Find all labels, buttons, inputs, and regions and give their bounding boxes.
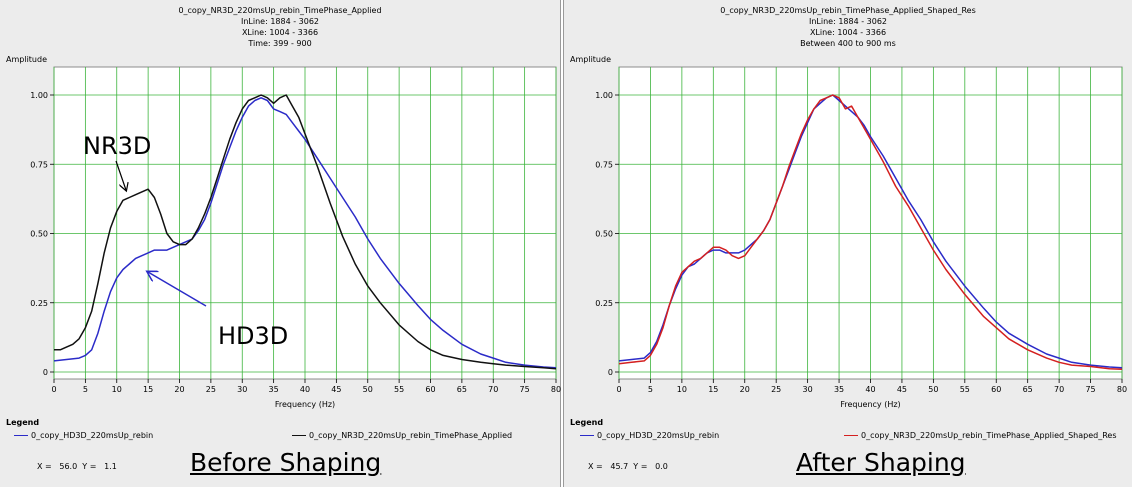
x-tick-label: 30 (237, 385, 247, 394)
y-tick-label: 0.25 (30, 299, 48, 308)
annotation-arrow-nr3d (115, 160, 126, 190)
x-tick-label: 35 (269, 385, 279, 394)
x-tick-label: 0 (51, 385, 56, 394)
x-axis-label: Frequency (Hz) (840, 400, 900, 409)
annotation-arrow-hd3d (148, 272, 207, 307)
legend-item-nr3d: 0_copy_NR3D_220msUp_rebin_TimePhase_Appl… (292, 431, 512, 440)
x-tick-label: 45 (331, 385, 341, 394)
legend-item-hd3d: 0_copy_HD3D_220msUp_rebin (580, 431, 719, 440)
x-tick-label: 80 (1117, 385, 1127, 394)
plot-title: 0_copy_NR3D_220msUp_rebin_TimePhase_Appl… (720, 6, 976, 15)
x-tick-label: 40 (300, 385, 310, 394)
series-line (53, 97, 557, 369)
readout-x-label: X = (588, 462, 603, 471)
legend-swatch-blue (580, 435, 594, 436)
y-tick-label: 1.00 (595, 91, 613, 100)
readout-y-label: Y = (82, 462, 97, 471)
x-tick-label: 25 (771, 385, 781, 394)
y-tick-label: 0.25 (595, 299, 613, 308)
readout-y-label: Y = (633, 462, 648, 471)
inline-range: InLine: 1884 - 3062 (808, 17, 888, 26)
x-tick-label: 60 (425, 385, 435, 394)
legend-title: Legend (6, 418, 40, 427)
x-tick-label: 50 (928, 385, 938, 394)
readout-y-value: 1.1 (104, 462, 117, 471)
x-tick-label: 70 (1054, 385, 1064, 394)
y-axis-label: Amplitude (6, 55, 47, 64)
x-tick-label: 30 (803, 385, 813, 394)
x-tick-label: 55 (960, 385, 970, 394)
x-tick-label: 70 (488, 385, 498, 394)
x-tick-label: 15 (708, 385, 718, 394)
x-tick-label: 5 (83, 385, 88, 394)
caption-before-shaping: Before Shaping (190, 448, 382, 477)
cursor-readout: X = 45.7 Y = 0.0 (588, 462, 668, 471)
xline-range: XLine: 1004 - 3366 (241, 28, 319, 37)
right-plot-panel: 0_copy_NR3D_220msUp_rebin_TimePhase_Appl… (563, 0, 1132, 487)
x-tick-label: 65 (1023, 385, 1033, 394)
plot-title: 0_copy_NR3D_220msUp_rebin_TimePhase_Appl… (178, 6, 382, 15)
x-tick-label: 0 (616, 385, 621, 394)
legend-label: 0_copy_HD3D_220msUp_rebin (597, 431, 720, 440)
cursor-readout: X = 56.0 Y = 1.1 (37, 462, 117, 471)
legend-label: 0_copy_HD3D_220msUp_rebin (31, 431, 154, 440)
x-tick-label: 80 (551, 385, 561, 394)
x-tick-label: 50 (363, 385, 373, 394)
x-tick-label: 75 (520, 385, 530, 394)
series-line (54, 94, 557, 370)
x-tick-label: 10 (677, 385, 687, 394)
x-axis-label: Frequency (Hz) (275, 400, 335, 409)
y-tick-label: 0.75 (595, 160, 613, 169)
y-tick-label: 1.00 (30, 91, 48, 100)
x-tick-label: 15 (143, 385, 153, 394)
x-tick-label: 5 (648, 385, 653, 394)
y-tick-label: 0.50 (30, 230, 48, 239)
legend-swatch-blue (14, 435, 28, 436)
legend-swatch-black (292, 435, 306, 436)
y-tick-label: 0 (43, 368, 48, 377)
readout-y-value: 0.0 (655, 462, 668, 471)
x-tick-label: 40 (865, 385, 875, 394)
xline-range: XLine: 1004 - 3366 (809, 28, 887, 37)
legend-label: 0_copy_NR3D_220msUp_rebin_TimePhase_Appl… (309, 431, 513, 440)
legend-title: Legend (570, 418, 604, 427)
time-range: Between 400 to 900 ms (800, 39, 896, 48)
x-tick-label: 20 (174, 385, 184, 394)
legend-swatch-red (844, 435, 858, 436)
readout-x-label: X = (37, 462, 52, 471)
x-tick-label: 20 (740, 385, 750, 394)
legend-label: 0_copy_NR3D_220msUp_rebin_TimePhase_Appl… (861, 431, 1117, 440)
y-tick-label: 0.75 (30, 160, 48, 169)
plot-header: 0_copy_NR3D_220msUp_rebin_TimePhase_Appl… (564, 5, 1132, 49)
x-tick-label: 35 (834, 385, 844, 394)
x-tick-label: 60 (991, 385, 1001, 394)
plot-header: 0_copy_NR3D_220msUp_rebin_TimePhase_Appl… (0, 5, 560, 49)
y-tick-label: 0.50 (595, 230, 613, 239)
x-tick-label: 65 (457, 385, 467, 394)
x-tick-label: 45 (897, 385, 907, 394)
spectrum-plot-before[interactable]: 0 5 10 15 20 25 30 35 40 45 50 55 60 65 70 75 80 0 0.25 0.5… (0, 0, 561, 487)
caption-after-shaping: After Shaping (796, 448, 966, 477)
inline-range: InLine: 1884 - 3062 (240, 17, 320, 26)
legend-item-hd3d: 0_copy_HD3D_220msUp_rebin (14, 431, 153, 440)
y-axis-label: Amplitude (570, 55, 611, 64)
spectrum-plot-after[interactable]: 0 5 10 15 20 25 30 35 40 45 50 55 60 65 70 75 80 0 0.25 0.5… (564, 0, 1132, 487)
x-tick-label: 25 (206, 385, 216, 394)
readout-x-value: 45.7 (610, 462, 629, 471)
x-tick-label: 55 (394, 385, 404, 394)
left-plot-panel: 0_copy_NR3D_220msUp_rebin_TimePhase_Appl… (0, 0, 561, 487)
x-tick-label: 75 (1085, 385, 1095, 394)
y-tick-label: 0 (608, 368, 613, 377)
time-range: Time: 399 - 900 (248, 39, 312, 48)
annotation-nr3d: NR3D (83, 132, 152, 160)
annotation-hd3d: HD3D (218, 322, 289, 350)
series-line (618, 94, 1123, 370)
readout-x-value: 56.0 (59, 462, 78, 471)
legend-item-nr3d-shaped: 0_copy_NR3D_220msUp_rebin_TimePhase_Appl… (844, 431, 1117, 440)
x-tick-label: 10 (112, 385, 122, 394)
